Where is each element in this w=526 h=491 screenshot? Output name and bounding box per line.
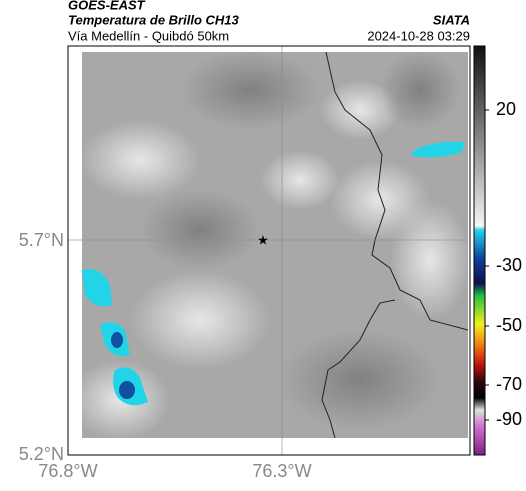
colorbar-label: 20: [496, 99, 516, 119]
colorbar-label: -70: [496, 374, 522, 394]
lon-label: 76.3°W: [252, 461, 311, 481]
map-image: [82, 52, 468, 438]
lat-label: 5.7°N: [19, 230, 64, 250]
colorbar-label: -90: [496, 409, 522, 429]
colorbar-label: -30: [496, 255, 522, 275]
colorbar: [473, 45, 486, 456]
subtitle: Vía Medellín - Quibdó 50km: [68, 28, 229, 43]
lon-label: 76.8°W: [38, 461, 97, 481]
lat-label: 5.2°N: [19, 444, 64, 464]
map-frame: [67, 45, 471, 456]
title: Temperatura de Brillo CH13: [68, 12, 240, 27]
source: GOES-EAST: [68, 0, 146, 12]
city-marker: ★: [257, 232, 269, 247]
brand: SIATA: [433, 12, 470, 27]
colorbar-label: -50: [496, 315, 522, 335]
timestamp: 2024-10-28 03:29: [367, 28, 470, 43]
